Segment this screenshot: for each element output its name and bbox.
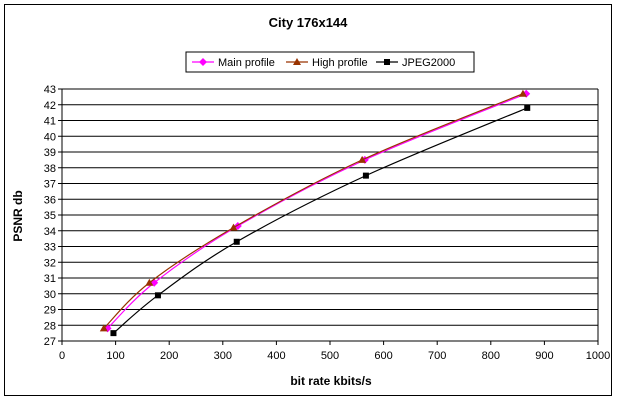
data-point xyxy=(524,104,531,111)
y-tick-label: 40 xyxy=(44,131,56,143)
y-tick-label: 38 xyxy=(44,163,56,175)
x-tick-label: 1000 xyxy=(586,350,610,362)
y-tick-label: 42 xyxy=(44,100,56,112)
series-line xyxy=(113,107,528,334)
y-tick-label: 29 xyxy=(44,305,56,317)
series-line xyxy=(107,93,527,329)
x-tick-label: 600 xyxy=(374,350,392,362)
legend-marker xyxy=(384,59,390,65)
series-line xyxy=(103,93,524,329)
legend-label: High profile xyxy=(312,57,368,69)
y-tick-label: 41 xyxy=(44,116,56,128)
y-tick-label: 28 xyxy=(44,320,56,332)
legend-label: JPEG2000 xyxy=(402,57,455,69)
y-tick-label: 32 xyxy=(44,257,56,269)
y-tick-label: 33 xyxy=(44,242,56,254)
series-high-profile xyxy=(99,89,527,332)
x-axis-title: bit rate kbits/s xyxy=(290,374,372,388)
y-tick-label: 34 xyxy=(44,226,56,238)
data-point xyxy=(229,223,238,231)
legend-label: Main profile xyxy=(218,57,275,69)
x-tick-label: 200 xyxy=(160,350,178,362)
series-jpeg2000 xyxy=(110,104,531,337)
series-main-profile xyxy=(103,89,531,333)
y-tick-label: 39 xyxy=(44,147,56,159)
y-tick-label: 30 xyxy=(44,289,56,301)
data-point xyxy=(233,238,240,245)
y-tick-label: 43 xyxy=(44,84,56,96)
data-point xyxy=(110,330,117,337)
y-tick-label: 35 xyxy=(44,210,56,222)
y-tick-label: 36 xyxy=(44,194,56,206)
legend-marker xyxy=(199,58,207,66)
x-tick-label: 800 xyxy=(482,350,500,362)
data-point xyxy=(145,278,154,286)
x-tick-label: 700 xyxy=(428,350,446,362)
plot-area: 27 28 29 30 31 32 33 34 35 36 37 38 39 40 41 42 43 0 100 20… xyxy=(44,84,610,362)
data-point xyxy=(518,89,527,97)
x-tick-label: 0 xyxy=(59,350,65,362)
data-point xyxy=(358,155,367,163)
data-point xyxy=(362,172,369,179)
data-point xyxy=(154,292,161,299)
legend: Main profile High profile JPEG2000 xyxy=(185,51,475,73)
y-tick-label: 37 xyxy=(44,179,56,191)
legend-marker xyxy=(293,58,301,65)
y-tick-label: 31 xyxy=(44,273,56,285)
legend-box xyxy=(185,51,475,73)
data-point xyxy=(99,324,108,332)
chart-title: City 176x144 xyxy=(269,15,349,30)
x-tick-label: 300 xyxy=(214,350,232,362)
x-tick-label: 400 xyxy=(267,350,285,362)
x-tick-label: 900 xyxy=(535,350,553,362)
y-tick-label: 27 xyxy=(44,336,56,348)
x-tick-label: 500 xyxy=(321,350,339,362)
x-tick-label: 100 xyxy=(106,350,124,362)
y-axis-title: PSNR db xyxy=(11,190,25,241)
